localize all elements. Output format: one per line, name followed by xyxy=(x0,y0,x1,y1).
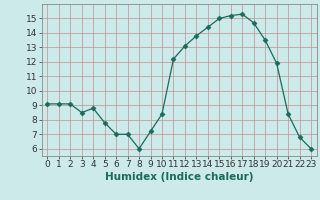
X-axis label: Humidex (Indice chaleur): Humidex (Indice chaleur) xyxy=(105,172,253,182)
